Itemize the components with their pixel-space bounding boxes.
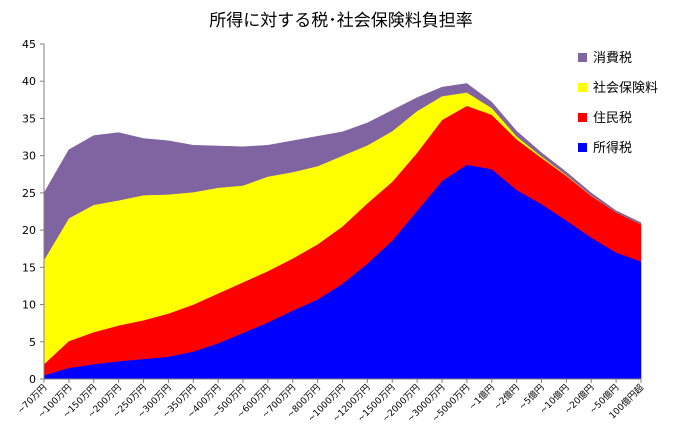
legend-label: 所得税 xyxy=(593,140,632,156)
y-tick-label: 20 xyxy=(22,224,36,237)
y-tick-label: 25 xyxy=(22,187,36,200)
legend-label: 消費税 xyxy=(593,51,632,66)
legend-label: 社会保険料 xyxy=(593,80,658,96)
y-tick-label: 45 xyxy=(22,38,36,51)
y-tick-label: 5 xyxy=(29,336,36,349)
area-series-group xyxy=(43,83,642,380)
legend-swatch xyxy=(578,143,587,152)
legend-label: 住民税 xyxy=(593,111,632,126)
y-tick-label: 30 xyxy=(22,150,36,163)
y-tick-label: 0 xyxy=(29,373,36,386)
chart-title: 所得に対する税･社会保険料負担率 xyxy=(209,11,473,31)
legend-swatch xyxy=(578,53,587,62)
legend-swatch xyxy=(578,83,587,92)
x-tick-label: ~1億円 xyxy=(466,382,497,413)
x-tick-labels: ~70万円~100万円~150万円~200万円~250万円~300万円~350万… xyxy=(15,379,646,424)
y-tick-label: 40 xyxy=(22,75,36,88)
y-tick-label: 15 xyxy=(22,261,36,274)
y-tick-label: 35 xyxy=(22,112,36,125)
area-series-4 xyxy=(43,83,642,261)
legend-swatch xyxy=(578,113,587,122)
x-tick-label: ~2億円 xyxy=(491,382,522,413)
y-tick-labels: 0 5 10 15 20 25 30 35 40 45 xyxy=(22,38,44,386)
y-tick-label: 10 xyxy=(22,299,36,312)
